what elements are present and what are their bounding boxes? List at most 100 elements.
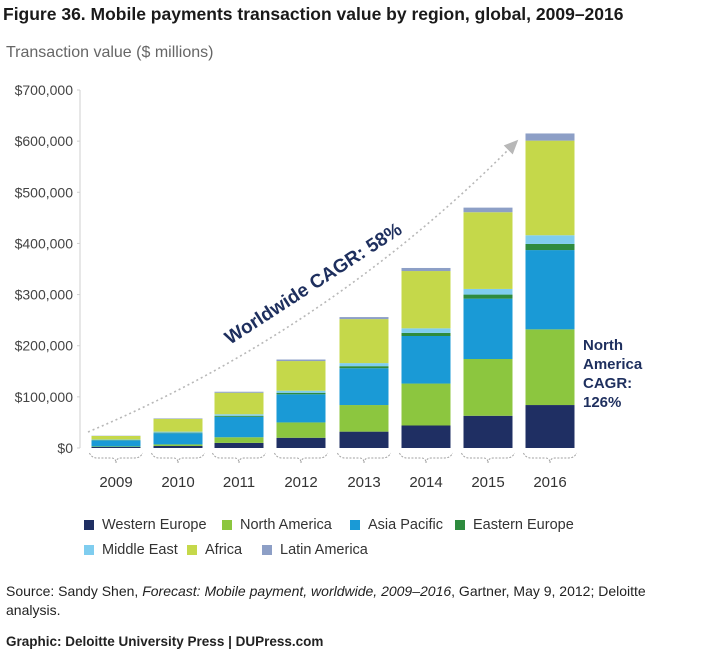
x-tick-label: 2010 (161, 474, 194, 491)
bar-segment (525, 329, 575, 406)
y-tick-label: $0 (57, 440, 73, 456)
y-tick-label: $600,000 (15, 133, 74, 149)
bar-segment (463, 207, 513, 213)
bar-segment (153, 432, 203, 434)
bar-segment (214, 415, 264, 417)
x-tick-label: 2011 (223, 474, 255, 491)
bar-segment (91, 446, 141, 447)
legend-label: Middle East (102, 542, 178, 558)
category-brace (523, 452, 577, 464)
legend-label: North America (240, 517, 332, 533)
source-note: Source: Sandy Shen, Forecast: Mobile pay… (6, 582, 696, 620)
legend-item: Latin America (262, 542, 368, 558)
y-tick-label: $200,000 (15, 338, 74, 354)
y-tick-label: $300,000 (15, 287, 74, 303)
bar-segment (153, 444, 203, 446)
graphic-credit: Graphic: Deloitte University Press | DUP… (6, 634, 324, 649)
bar-segment (525, 243, 575, 251)
bar-segment (339, 317, 389, 320)
legend-item: North America (222, 517, 332, 533)
bar-segment (339, 363, 389, 367)
category-brace (399, 452, 453, 464)
bar-segment (463, 415, 513, 448)
bar-segment (463, 298, 513, 360)
legend-swatch (350, 520, 360, 530)
bar-segment (463, 212, 513, 289)
x-tick-label: 2016 (533, 474, 566, 491)
bar-segment (276, 422, 326, 438)
bar-segment (276, 359, 326, 362)
category-brace (461, 452, 515, 464)
y-tick-label: $400,000 (15, 235, 74, 251)
bar-segment (153, 431, 203, 433)
bar-segment (214, 414, 264, 416)
x-tick-label: 2015 (471, 474, 504, 491)
stacked-bar-chart: $0 $100,000 $200,000 $300,000 $400,000 $500,0… (15, 82, 577, 491)
bar-segment (463, 294, 513, 299)
y-tick-label: $100,000 (15, 389, 74, 405)
legend-item: Africa (187, 542, 242, 558)
legend-item: Middle East (84, 542, 178, 558)
bar-segment (525, 250, 575, 330)
category-brace (337, 452, 391, 464)
bar-segment (339, 319, 389, 364)
bar-segment (401, 271, 451, 329)
bar-segment (401, 328, 451, 333)
bar-segment (153, 418, 203, 419)
x-tick-label: 2012 (284, 474, 317, 491)
bar-segment (401, 383, 451, 426)
bar-segment (276, 361, 326, 391)
legend-item: Western Europe (84, 517, 207, 533)
y-tick-label: $500,000 (15, 184, 74, 200)
y-axis-label: Transaction value ($ millions) (6, 44, 214, 61)
bar-segment (214, 442, 264, 448)
north-america-cagr-note: North America CAGR: 126% (583, 337, 643, 411)
bar-segment (339, 366, 389, 369)
legend-label: Asia Pacific (368, 517, 443, 533)
legend-label: Latin America (280, 542, 368, 558)
bar-segment (91, 435, 141, 440)
x-tick-label: 2014 (409, 474, 442, 491)
bar-segment (276, 394, 326, 423)
bar-segment (339, 405, 389, 432)
bar-segment (276, 390, 326, 393)
bar-segment (525, 235, 575, 244)
bar-segment (525, 405, 575, 448)
bar-segment (214, 392, 264, 415)
y-tick-label: $700,000 (15, 82, 74, 98)
bar-segment (339, 368, 389, 406)
source-suffix: , Gartner, May 9, 2012; Deloitte analysi… (6, 583, 646, 618)
x-tick-label: 2013 (347, 474, 380, 491)
bar-segment (401, 267, 451, 272)
category-brace (89, 452, 143, 464)
legend-label: Eastern Europe (473, 517, 574, 533)
category-brace (212, 452, 266, 464)
bar-segment (276, 392, 326, 395)
bar-segment (91, 446, 141, 448)
legend-item: Asia Pacific (350, 517, 443, 533)
legend-label: Africa (205, 542, 243, 558)
bar-segment (401, 335, 451, 384)
legend-swatch (84, 545, 94, 555)
legend-swatch (187, 545, 197, 555)
x-tick-label: 2009 (99, 474, 132, 491)
bar-segment (153, 418, 203, 432)
bar-segment (276, 437, 326, 448)
bar-segment (91, 439, 141, 441)
bar-segment (401, 425, 451, 448)
bar-segment (214, 416, 264, 438)
bar-segment (214, 391, 264, 393)
bar-segment (463, 288, 513, 295)
bar-segment (339, 431, 389, 448)
legend-swatch (455, 520, 465, 530)
bar-segment (401, 332, 451, 336)
category-brace (151, 452, 205, 464)
cagr-trend-arrow (87, 139, 519, 433)
legend-item: Eastern Europe (455, 517, 574, 533)
legend-swatch (84, 520, 94, 530)
figure-title: Figure 36. Mobile payments transaction v… (3, 4, 624, 24)
bar-segment (463, 359, 513, 416)
bar-segment (153, 433, 203, 445)
legend-swatch (262, 545, 272, 555)
source-prefix: Source: Sandy Shen, (6, 583, 143, 599)
